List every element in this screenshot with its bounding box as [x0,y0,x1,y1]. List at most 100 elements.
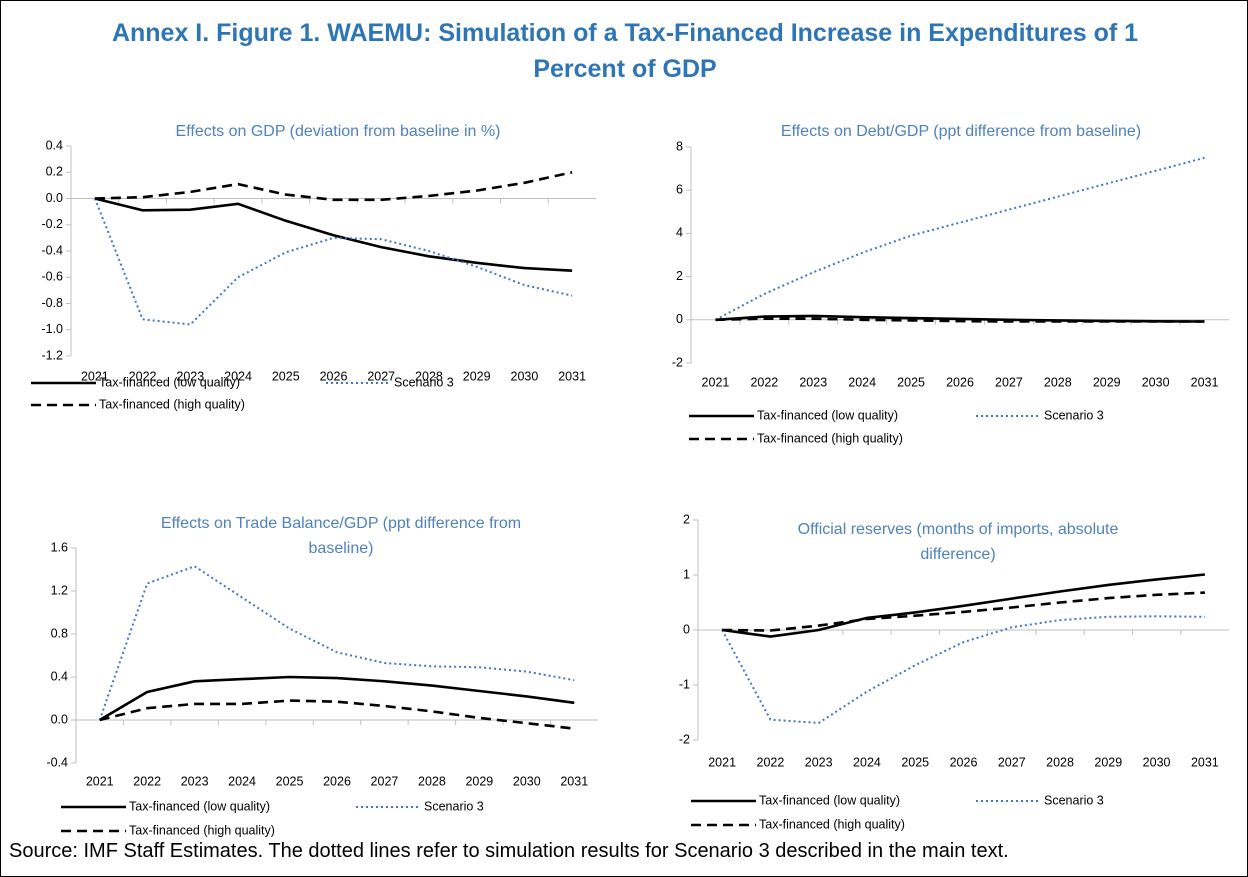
x-tick-label: 2022 [750,375,778,389]
y-tick-label: -0.2 [41,217,63,231]
legend-label: Tax-financed (low quality) [129,799,270,813]
series-line [99,675,575,722]
x-tick-label: 2031 [558,369,586,383]
x-tick-label: 2022 [133,774,161,788]
y-tick-label: -1 [679,677,690,691]
series-line [715,156,1205,321]
x-tick-label: 2023 [799,375,827,389]
x-tick-label: 2025 [276,774,304,788]
series-line [94,197,573,272]
y-tick-label: 0.0 [51,712,68,726]
y-tick-label: 1.6 [51,540,68,554]
legend-label: Tax-financed (high quality) [759,817,905,831]
legend-label: Scenario 3 [1044,408,1104,422]
x-tick-label: 2028 [1044,375,1072,389]
x-tick-label: 2023 [176,369,204,383]
series-line [721,573,1206,638]
x-tick-label: 2030 [511,369,539,383]
x-tick-label: 2028 [418,774,446,788]
legend-label: Scenario 3 [1044,793,1104,807]
x-tick-label: 2027 [367,369,395,383]
x-tick-label: 2026 [323,774,351,788]
x-tick-label: 2022 [129,369,157,383]
legend-label: Tax-financed (low quality) [757,408,898,422]
x-tick-label: 2028 [415,369,443,383]
chart-title: Effects on GDP (deviation from baseline … [175,123,501,140]
y-tick-label: -0.6 [41,270,63,284]
y-tick-label: 0.4 [46,138,63,152]
x-tick-label: 2029 [465,774,493,788]
y-tick-label: -1.2 [41,348,63,362]
series-line [715,317,1205,323]
legend-label: Scenario 3 [424,799,484,813]
x-tick-label: 2027 [995,375,1023,389]
x-tick-label: 2025 [897,375,925,389]
series-line [93,198,573,326]
source-note: Source: IMF Staff Estimates. The dotted … [9,840,1009,862]
y-tick-label: 4 [676,226,683,240]
legend-label: Scenario 3 [394,375,454,389]
series-line [99,699,575,730]
series-line [98,565,575,721]
figure-title: Annex I. Figure 1. WAEMU: Simulation of … [111,19,1139,83]
chart-title: Effects on Trade Balance/GDP (ppt differ… [160,515,522,557]
y-tick-label: 1.2 [51,583,68,597]
x-tick-label: 2022 [757,755,785,769]
x-tick-label: 2023 [181,774,209,788]
x-tick-label: 2021 [81,369,109,383]
y-tick-label: -1.0 [41,322,63,336]
y-tick-label: 1 [683,567,690,581]
y-tick-label: -0.4 [41,243,63,257]
x-tick-label: 2021 [702,375,730,389]
x-tick-label: 2031 [1191,755,1219,769]
y-tick-label: 0 [676,312,683,326]
legend-label: Tax-financed (low quality) [759,793,900,807]
y-tick-label: -0.8 [41,296,63,310]
series-line [721,615,1205,725]
x-tick-label: 2025 [272,369,300,383]
y-tick-label: -0.4 [46,755,68,769]
y-tick-label: -2 [672,355,683,369]
legend-label: Tax-financed (low quality) [99,375,240,389]
series-line [94,171,573,202]
chart-title: Effects on Debt/GDP (ppt difference from… [780,123,1142,140]
y-tick-label: 6 [676,182,683,196]
x-tick-label: 2029 [1093,375,1121,389]
x-tick-label: 2024 [224,369,252,383]
x-tick-label: 2024 [228,774,256,788]
x-tick-label: 2025 [901,755,929,769]
y-tick-label: 0.4 [51,669,68,683]
x-tick-label: 2023 [805,755,833,769]
legend-label: Tax-financed (high quality) [129,823,275,837]
y-tick-label: 2 [683,512,690,526]
x-tick-label: 2026 [950,755,978,769]
x-tick-label: 2027 [998,755,1026,769]
x-tick-label: 2024 [853,755,881,769]
y-tick-label: 0.8 [51,626,68,640]
x-tick-label: 2031 [1191,375,1219,389]
chart-title: Official reserves (months of imports, ab… [797,521,1119,563]
y-tick-label: 8 [676,139,683,153]
y-tick-label: -2 [679,732,690,746]
y-tick-label: 0.0 [46,191,63,205]
legend-label: Tax-financed (high quality) [99,397,245,411]
x-tick-label: 2024 [848,375,876,389]
x-tick-label: 2030 [1142,375,1170,389]
legend-label: Tax-financed (high quality) [757,431,903,445]
y-tick-label: 0.2 [46,165,63,179]
series-line [722,591,1205,632]
x-tick-label: 2028 [1046,755,1074,769]
x-tick-label: 2026 [320,369,348,383]
x-tick-label: 2029 [463,369,491,383]
x-tick-label: 2030 [513,774,541,788]
x-tick-label: 2027 [371,774,399,788]
y-tick-label: 2 [676,269,683,283]
x-tick-label: 2030 [1143,755,1171,769]
x-tick-label: 2021 [708,755,736,769]
x-tick-label: 2031 [560,774,588,788]
y-tick-label: 0 [683,622,690,636]
x-tick-label: 2021 [86,774,114,788]
x-tick-label: 2029 [1094,755,1122,769]
